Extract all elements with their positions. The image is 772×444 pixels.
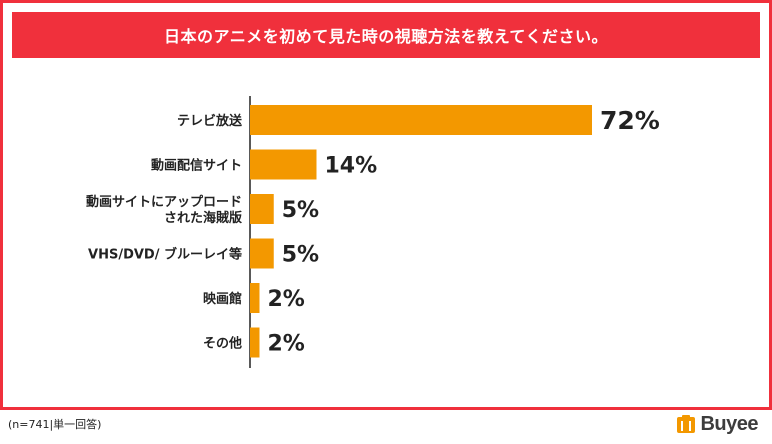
sample-size-note: (n=741|単一回答): [8, 418, 102, 431]
category-label-line: 動画配信サイト: [151, 158, 242, 174]
category-label-0: テレビ放送: [177, 113, 243, 129]
category-label-line: テレビ放送: [177, 113, 243, 129]
category-label-5: その他: [203, 336, 242, 352]
value-label-2: 5%: [282, 198, 319, 223]
bar-5: [250, 327, 260, 358]
value-label-3: 5%: [282, 243, 319, 268]
brand-logo: Buyee: [676, 412, 758, 436]
category-label-line: その他: [203, 336, 242, 352]
category-label-4: 映画館: [203, 291, 242, 307]
bar-chart: 72% テレビ放送 14% 動画配信サイト 5% 動画サイトにアップロードされた海賊版 5%…: [86, 96, 660, 368]
category-label-line: された海賊版: [164, 210, 242, 226]
category-label-2: 動画サイトにアップロードされた海賊版: [86, 194, 242, 226]
brand-name: Buyee: [700, 412, 758, 435]
bar-1: [250, 149, 317, 180]
bar-2: [250, 194, 274, 224]
category-label-3: VHS/DVD/ ブルーレイ等: [88, 247, 242, 263]
bars-group: 72% テレビ放送 14% 動画配信サイト 5% 動画サイトにアップロードされた海賊版 5%…: [86, 105, 660, 358]
chart-title: 日本のアニメを初めて見た時の視聴方法を教えてください。: [12, 12, 760, 58]
chart-frame: [0, 0, 772, 410]
value-label-5: 2%: [268, 332, 305, 357]
category-label-line: 動画サイトにアップロード: [86, 194, 242, 210]
bar-3: [250, 238, 274, 269]
category-label-1: 動画配信サイト: [151, 158, 242, 174]
category-label-line: 映画館: [203, 291, 242, 307]
value-label-1: 14%: [325, 154, 378, 179]
category-label-line: VHS/DVD/ ブルーレイ等: [88, 247, 242, 263]
bar-4: [250, 283, 260, 313]
value-label-0: 72%: [600, 106, 660, 135]
buyee-logo-icon: [677, 415, 696, 433]
value-label-4: 2%: [268, 287, 305, 312]
bar-0: [250, 105, 592, 135]
